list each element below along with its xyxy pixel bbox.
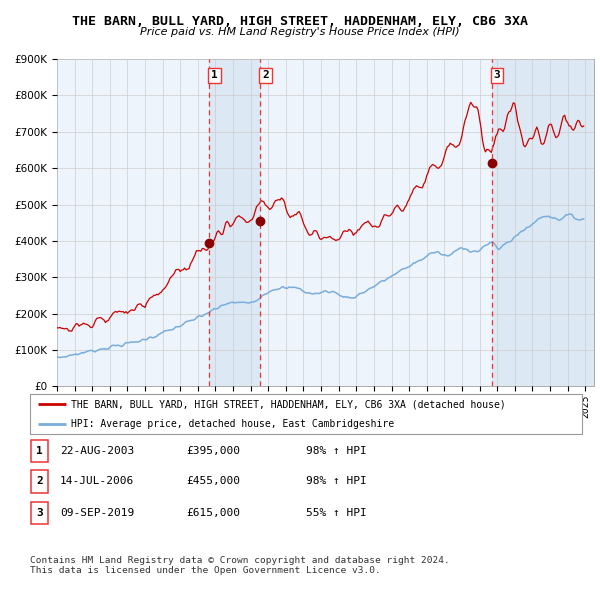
FancyBboxPatch shape (31, 440, 48, 462)
Text: 2: 2 (262, 70, 269, 80)
Text: THE BARN, BULL YARD, HIGH STREET, HADDENHAM, ELY, CB6 3XA (detached house): THE BARN, BULL YARD, HIGH STREET, HADDEN… (71, 399, 506, 409)
Text: 3: 3 (494, 70, 500, 80)
Text: 1: 1 (211, 70, 218, 80)
Text: 98% ↑ HPI: 98% ↑ HPI (306, 477, 367, 486)
Text: 2: 2 (36, 477, 43, 486)
Text: 1: 1 (36, 446, 43, 455)
Text: This data is licensed under the Open Government Licence v3.0.: This data is licensed under the Open Gov… (30, 566, 381, 575)
Text: £615,000: £615,000 (186, 508, 240, 517)
Text: THE BARN, BULL YARD, HIGH STREET, HADDENHAM, ELY, CB6 3XA: THE BARN, BULL YARD, HIGH STREET, HADDEN… (72, 15, 528, 28)
FancyBboxPatch shape (31, 502, 48, 524)
FancyBboxPatch shape (30, 394, 582, 434)
Bar (209, 59, 260, 386)
Text: £455,000: £455,000 (186, 477, 240, 486)
Text: Price paid vs. HM Land Registry's House Price Index (HPI): Price paid vs. HM Land Registry's House … (140, 28, 460, 37)
Text: 3: 3 (36, 508, 43, 517)
Text: 55% ↑ HPI: 55% ↑ HPI (306, 508, 367, 517)
Text: 09-SEP-2019: 09-SEP-2019 (60, 508, 134, 517)
Text: 14-JUL-2006: 14-JUL-2006 (60, 477, 134, 486)
Text: 22-AUG-2003: 22-AUG-2003 (60, 446, 134, 455)
Text: Contains HM Land Registry data © Crown copyright and database right 2024.: Contains HM Land Registry data © Crown c… (30, 556, 450, 565)
Text: 98% ↑ HPI: 98% ↑ HPI (306, 446, 367, 455)
FancyBboxPatch shape (31, 470, 48, 493)
Bar (491, 59, 594, 386)
Text: HPI: Average price, detached house, East Cambridgeshire: HPI: Average price, detached house, East… (71, 419, 395, 428)
Text: £395,000: £395,000 (186, 446, 240, 455)
